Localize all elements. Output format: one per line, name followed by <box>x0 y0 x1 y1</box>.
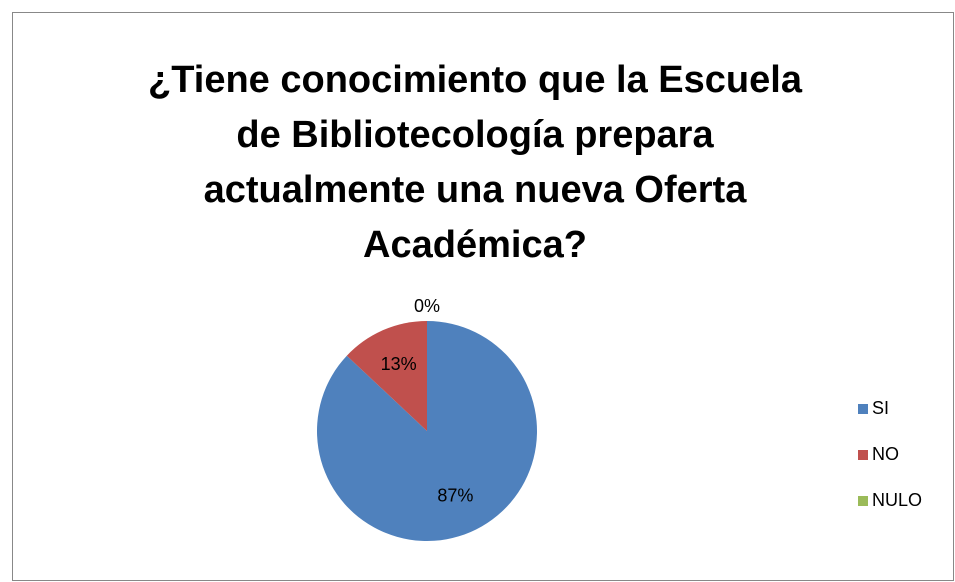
data-label: 87% <box>437 485 473 505</box>
pie-slice <box>317 321 537 542</box>
chart-title: de Bibliotecología prepara <box>236 114 714 156</box>
legend-label: NULO <box>872 490 922 510</box>
legend-swatch <box>858 496 868 506</box>
chart-title: ¿Tiene conocimiento que la Escuela <box>148 59 803 101</box>
legend-swatch <box>858 450 868 460</box>
chart-title: Académica? <box>363 224 587 266</box>
pie-slice <box>346 321 427 431</box>
chart-title: actualmente una nueva Oferta <box>204 169 748 211</box>
legend-label: NO <box>872 444 899 464</box>
legend-label: SI <box>872 398 889 418</box>
legend-swatch <box>858 404 868 414</box>
data-label: 13% <box>381 354 417 374</box>
data-label: 0% <box>414 296 440 316</box>
